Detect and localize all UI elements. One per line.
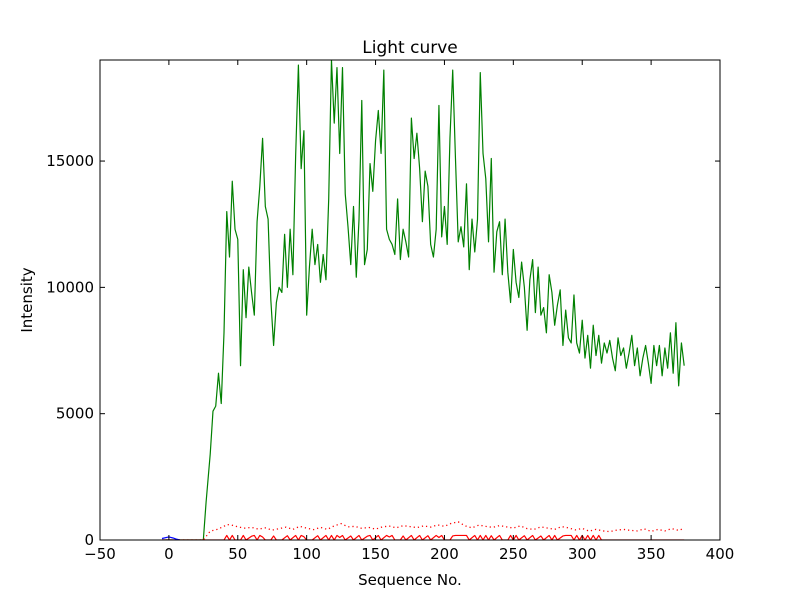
x-axis-label: Sequence No. (358, 571, 462, 589)
x-tick-label: 300 (568, 545, 597, 563)
series-line-1 (162, 60, 685, 540)
x-tick-label: 200 (430, 545, 459, 563)
y-tick-label: 10000 (46, 278, 94, 296)
x-tick-label: −50 (84, 545, 116, 563)
y-tick-label: 5000 (56, 405, 94, 423)
x-tick-label: 0 (164, 545, 174, 563)
x-tick-label: 150 (361, 545, 390, 563)
axis-ticks: −50 0 50 100 150 200 250 300 350 4000500010000150… (46, 60, 734, 563)
series-layer (161, 60, 685, 540)
series-line-4 (161, 536, 181, 540)
x-tick-label: 250 (499, 545, 528, 563)
plot-frame (99, 59, 721, 541)
y-tick-label: 15000 (46, 152, 94, 170)
x-tick-label: 350 (637, 545, 666, 563)
y-axis-label: Intensity (18, 267, 36, 332)
x-tick-label: 100 (292, 545, 321, 563)
y-tick-label: 0 (84, 531, 94, 549)
x-tick-label: 50 (228, 545, 247, 563)
series-line-3 (162, 534, 685, 540)
x-tick-label: 400 (706, 545, 735, 563)
chart-title: Light curve (362, 38, 457, 58)
